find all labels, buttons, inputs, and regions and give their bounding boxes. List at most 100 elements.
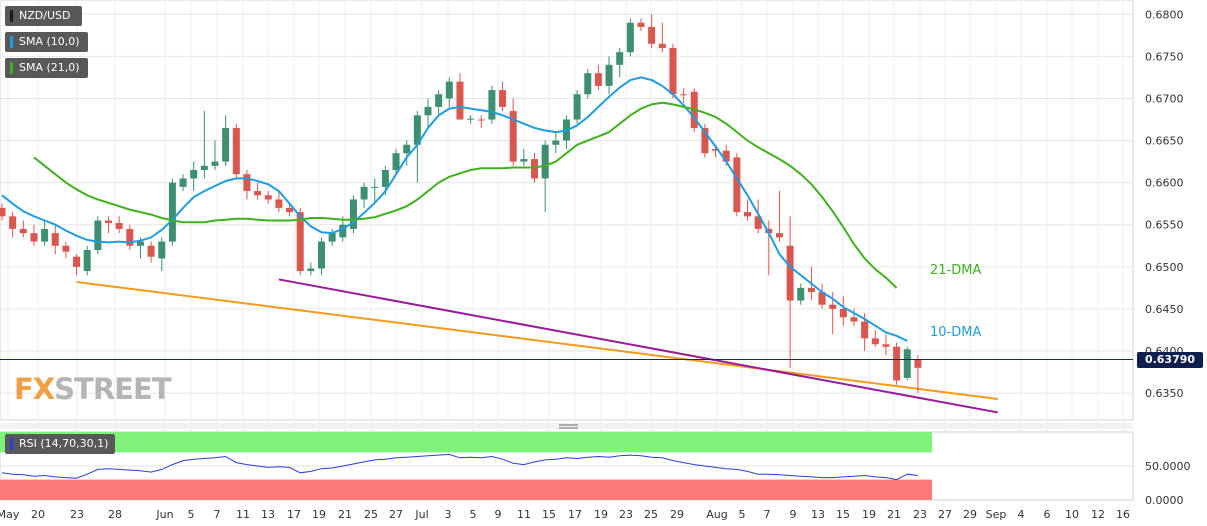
candle-body [200, 165, 208, 171]
x-tick-label: 11 [236, 508, 250, 521]
x-tick-label: May [0, 508, 20, 521]
x-tick-label: 9 [495, 508, 502, 521]
x-tick-label: 16 [1116, 508, 1130, 521]
x-tick-label: Jun [155, 508, 173, 521]
candle-body [914, 359, 922, 368]
y-tick-label: 0.6500 [1145, 261, 1184, 274]
main-pane [0, 0, 1134, 421]
rsi-swatch [10, 438, 13, 450]
annotation-21-dma: 21-DMA [930, 263, 981, 278]
candle-body [296, 212, 304, 272]
x-tick-label: 29 [963, 508, 977, 521]
symbol-swatch [10, 10, 13, 22]
candle-body [499, 90, 507, 107]
x-tick-label: 23 [70, 508, 84, 521]
candle-body [349, 199, 357, 229]
candle-body [232, 127, 240, 175]
sma10-label[interactable]: SMA (10,0) [5, 32, 88, 52]
y-tick-label: 0.6800 [1145, 8, 1184, 21]
candle-body [168, 182, 176, 242]
sma21-line [33, 101, 898, 289]
sma21-label[interactable]: SMA (21,0) [5, 58, 88, 78]
candle-body [754, 216, 762, 229]
candle-body [701, 127, 709, 154]
current-price-tag: 0.63790 [1137, 352, 1203, 368]
candle-body [318, 241, 325, 269]
candle-body [477, 119, 485, 121]
x-tick-label: 7 [764, 508, 771, 521]
candle-body [381, 170, 389, 187]
candle-body [829, 304, 837, 309]
y-tick-label: 0.6650 [1145, 135, 1184, 148]
candle-body [445, 81, 453, 99]
x-tick-label: 27 [938, 508, 952, 521]
candle-body [626, 22, 634, 53]
candle-body [51, 233, 59, 246]
candle-body [541, 144, 549, 179]
rsi-overbought-zone [0, 432, 932, 453]
rsi-oversold-zone [0, 479, 932, 500]
x-tick-label: Jul [414, 508, 428, 521]
y-tick-label: 0.6750 [1145, 50, 1184, 63]
candle-body [669, 47, 677, 95]
candle-body [882, 344, 890, 347]
x-tick-label: 19 [594, 508, 608, 521]
x-tick-label: 11 [517, 508, 531, 521]
x-tick-label: 21 [338, 508, 352, 521]
candle-body [115, 223, 123, 229]
moving-averages [1, 76, 908, 342]
candle-body [850, 317, 858, 322]
x-tick-label: 12 [1091, 508, 1105, 521]
candle-body [222, 127, 230, 162]
x-tick-label: 25 [364, 508, 378, 521]
axes: 0.6800 0.6750 0.6700 0.6650 0.6600 0.6550 0.65… [0, 8, 1191, 521]
grid-lines [0, 0, 1134, 500]
trendlines [76, 278, 998, 414]
candle-body [413, 115, 421, 145]
candle-body [62, 245, 70, 252]
candle-body [775, 233, 783, 238]
x-tick-label: 10 [1065, 508, 1079, 521]
candle-body [573, 94, 581, 120]
candle-body [467, 118, 475, 120]
x-tick-label: 13 [811, 508, 825, 521]
x-tick-label: 28 [108, 508, 122, 521]
candle-body [818, 292, 826, 305]
candle-body [871, 338, 879, 345]
rsi-tick-label: 50.0000 [1145, 460, 1191, 473]
candle-body [722, 150, 730, 162]
x-tick-label: 19 [862, 508, 876, 521]
candle-body [211, 161, 219, 166]
x-tick-label: 23 [619, 508, 633, 521]
candle-body [19, 228, 27, 234]
fxstreet-logo: FXSTREET [14, 372, 172, 406]
rsi-label[interactable]: RSI (14,70,30,1) [5, 434, 115, 454]
candle-body [893, 346, 901, 381]
x-tick-label: 3 [445, 508, 452, 521]
candle-body [658, 43, 666, 48]
annotation-10-dma: 10-DMA [930, 325, 981, 340]
candle-body [94, 220, 102, 250]
candle-body [435, 94, 443, 107]
candle-body [254, 191, 262, 196]
rsi-panel [0, 431, 1134, 501]
candle-body [648, 26, 656, 44]
candle-body [339, 224, 347, 238]
candle-body [243, 174, 251, 192]
symbol-label[interactable]: NZD/USD [5, 6, 82, 26]
candle-body [328, 233, 336, 242]
candle-body [403, 144, 411, 154]
candle-body [605, 64, 613, 86]
sma10-line [1, 76, 908, 342]
candle-body [488, 90, 496, 120]
x-tick-label: 7 [214, 508, 221, 521]
candle-body [73, 256, 81, 267]
pane-separator [0, 423, 1133, 429]
sma10-swatch [10, 36, 13, 48]
candle-body [30, 233, 38, 242]
x-tick-label: 27 [389, 508, 403, 521]
candles [0, 14, 922, 394]
candle-body [264, 195, 272, 200]
candle-body [733, 157, 741, 213]
